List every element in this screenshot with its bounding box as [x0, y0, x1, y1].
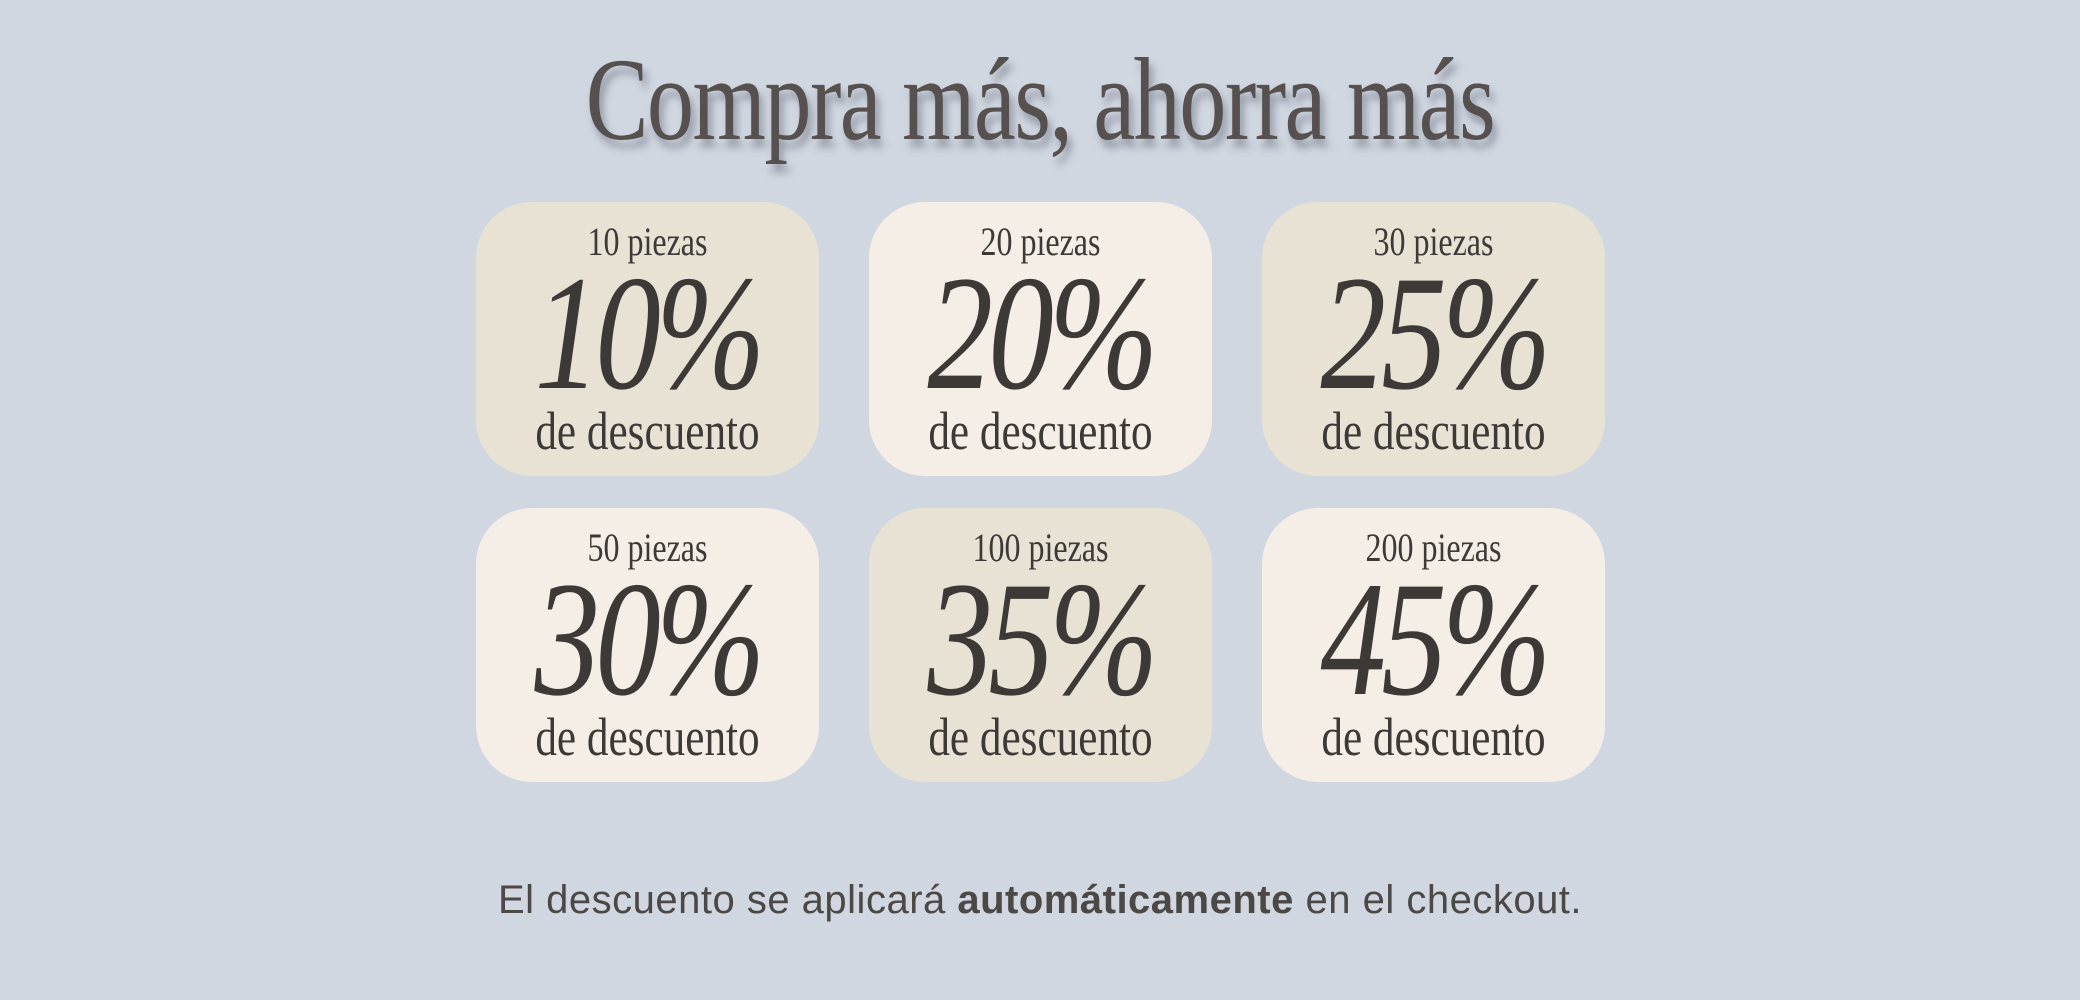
discount-tier-content: 10 piezas 10% de descuento — [510, 202, 784, 476]
discount-tier-content: 30 piezas 25% de descuento — [1296, 202, 1570, 476]
tier-discount-caption: de descuento — [927, 706, 1153, 767]
tier-quantity: 20 piezas — [980, 219, 1100, 265]
discount-tier-card: 30 piezas 25% de descuento — [1261, 202, 1605, 477]
discount-tier-content: 20 piezas 20% de descuento — [903, 202, 1177, 476]
discount-tier-content: 100 piezas 35% de descuento — [903, 508, 1177, 782]
tier-discount-caption: de descuento — [1320, 400, 1546, 461]
tier-discount-percent: 30% — [533, 549, 765, 731]
tier-quantity: 100 piezas — [972, 525, 1108, 571]
tier-discount-caption: de descuento — [1320, 706, 1546, 767]
discount-tier-card: 100 piezas 35% de descuento — [868, 508, 1212, 783]
discount-grid: 10 piezas 10% de descuento 20 piezas 20%… — [475, 202, 1605, 783]
footer-note: El descuento se aplicará automáticamente… — [498, 878, 1582, 923]
tier-discount-percent: 25% — [1319, 243, 1551, 425]
tier-discount-percent: 35% — [926, 549, 1158, 731]
discount-tier-card: 200 piezas 45% de descuento — [1261, 508, 1605, 783]
discount-tier-content: 200 piezas 45% de descuento — [1296, 508, 1570, 782]
discount-tier-card: 10 piezas 10% de descuento — [475, 202, 819, 477]
discount-tier-card: 20 piezas 20% de descuento — [868, 202, 1212, 477]
footer-text-prefix: El descuento se aplicará — [497, 878, 958, 923]
footer-text-suffix: en el checkout. — [1293, 878, 1583, 923]
discount-tier-card: 50 piezas 30% de descuento — [475, 508, 819, 783]
tier-quantity: 30 piezas — [1373, 219, 1493, 265]
tier-discount-percent: 10% — [533, 243, 765, 425]
tier-quantity: 50 piezas — [587, 525, 707, 571]
tier-discount-percent: 20% — [926, 243, 1158, 425]
tier-discount-caption: de descuento — [534, 706, 760, 767]
tier-discount-percent: 45% — [1319, 549, 1551, 731]
footer-text-highlight: automáticamente — [957, 878, 1294, 923]
tier-discount-caption: de descuento — [927, 400, 1153, 461]
promo-title: Compra más, ahorra más — [585, 34, 1496, 165]
tier-quantity: 10 piezas — [587, 219, 707, 265]
discount-tier-content: 50 piezas 30% de descuento — [510, 508, 784, 782]
tier-discount-caption: de descuento — [534, 400, 760, 461]
tier-quantity: 200 piezas — [1365, 525, 1501, 571]
